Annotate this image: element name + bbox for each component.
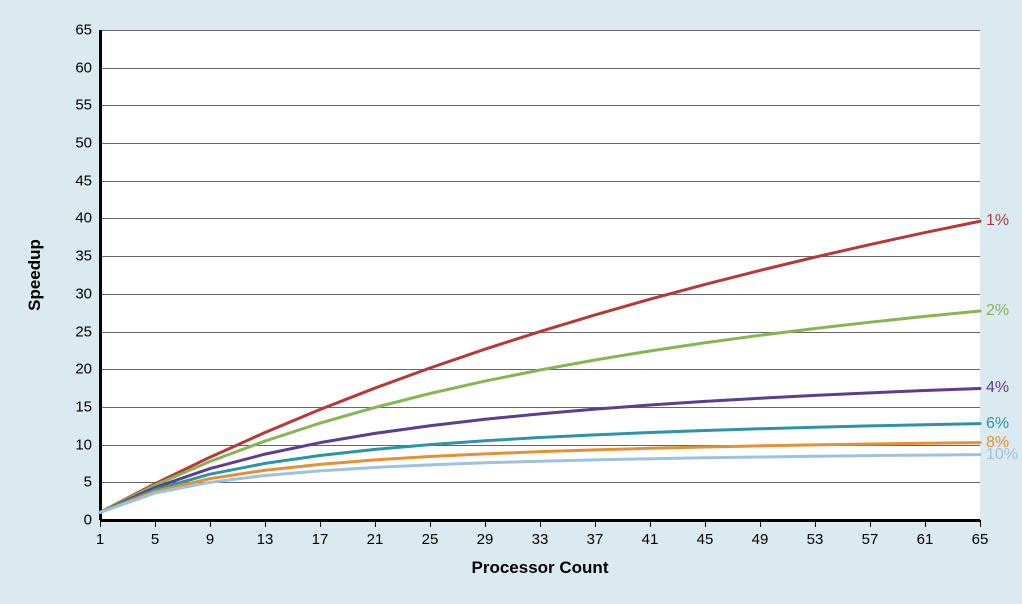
chart-container: 1591317212529333741454953576165051015202… xyxy=(0,0,1022,604)
series-label: 1% xyxy=(986,212,1009,230)
series-label: 10% xyxy=(986,446,1018,464)
series-line xyxy=(100,424,980,513)
series-label: 4% xyxy=(986,379,1009,397)
series-label: 2% xyxy=(986,302,1009,320)
series-line xyxy=(100,311,980,512)
chart-lines xyxy=(0,0,1022,604)
series-label: 6% xyxy=(986,415,1009,433)
